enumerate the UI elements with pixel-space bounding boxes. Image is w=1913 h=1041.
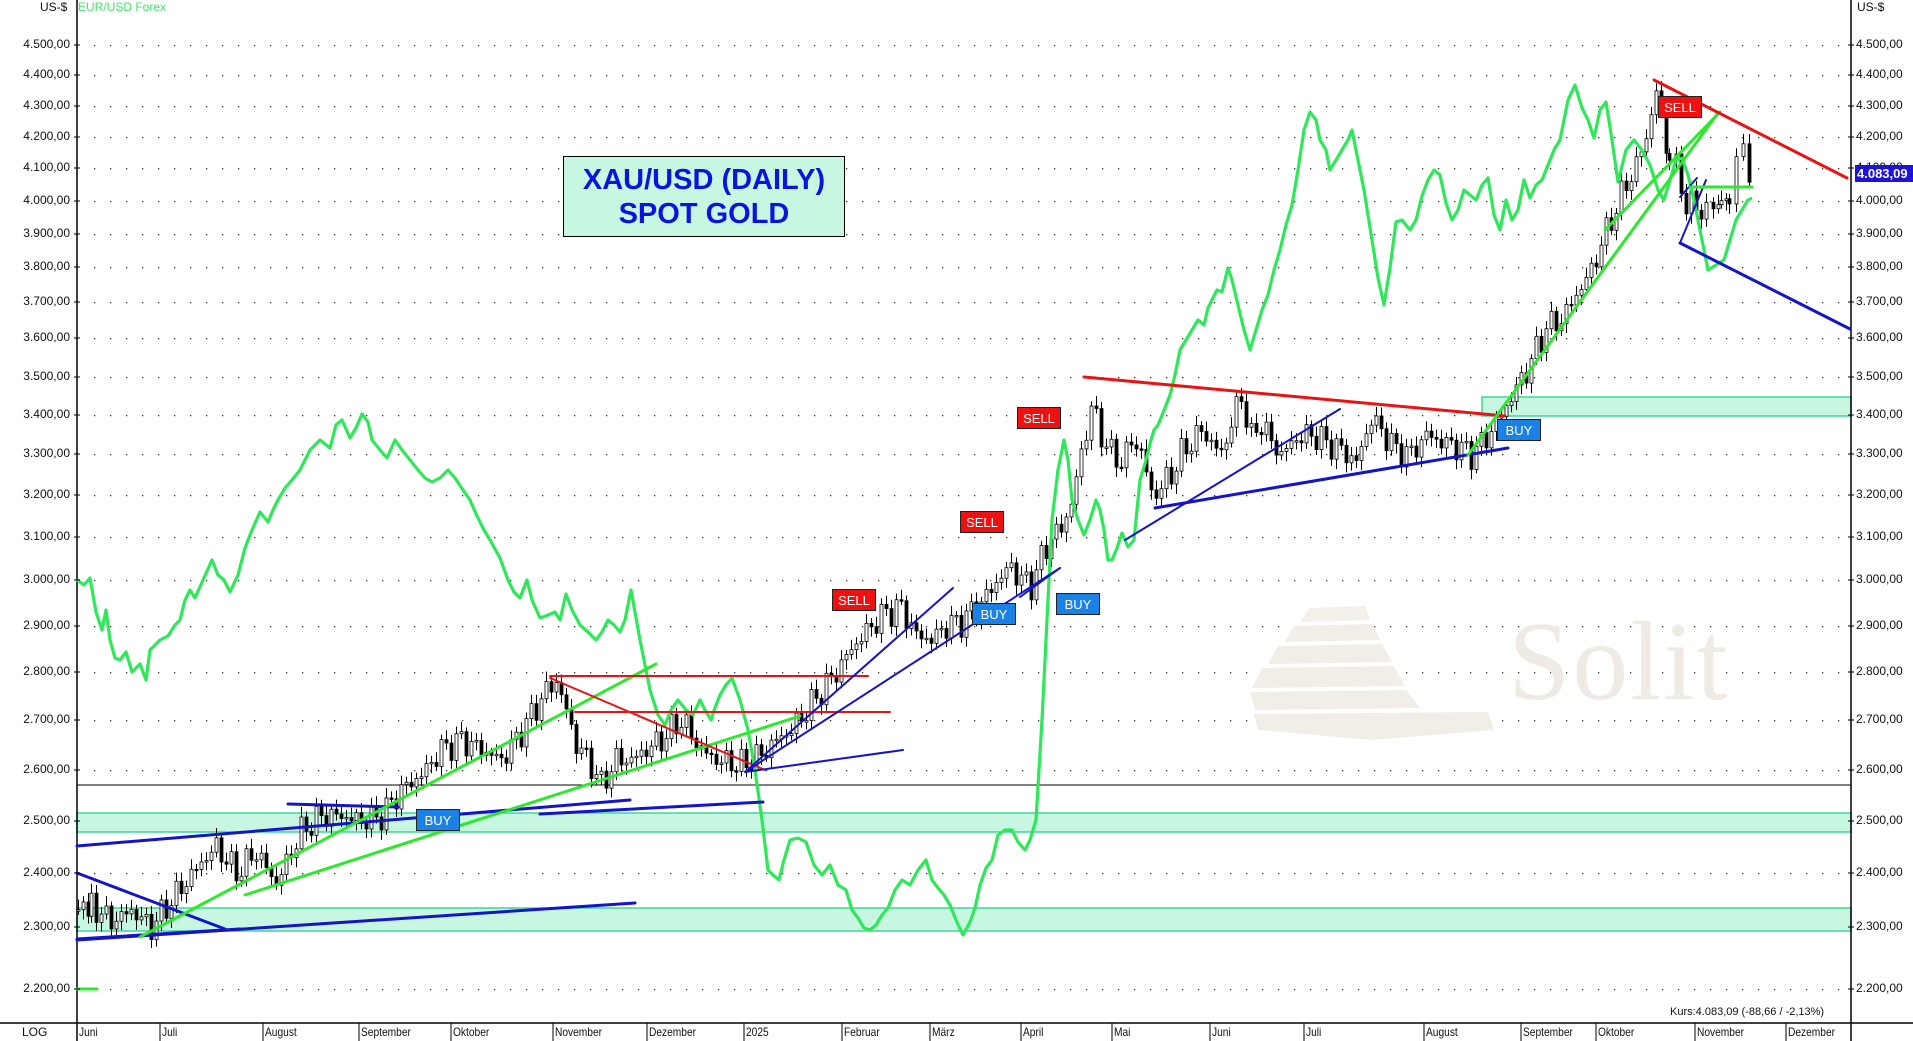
y-tick-left: 4.100,00 <box>23 160 70 174</box>
y-tick-left: 2.800,00 <box>23 664 70 678</box>
solit-logo-watermark <box>1250 606 1494 740</box>
x-tick-month: Oktober <box>1598 1025 1635 1039</box>
log-scale-toggle[interactable]: LOG <box>22 1025 48 1039</box>
y-tick-left: 3.500,00 <box>23 369 70 383</box>
y-tick-left: 3.200,00 <box>23 487 70 501</box>
y-tick-right: 3.900,00 <box>1856 226 1903 240</box>
y-tick-right: 3.600,00 <box>1856 330 1903 344</box>
x-tick-month: Oktober <box>453 1025 490 1039</box>
y-tick-right: 2.800,00 <box>1856 664 1903 678</box>
y-tick-left: 2.300,00 <box>23 919 70 933</box>
y-tick-right: 4.300,00 <box>1856 98 1903 112</box>
x-tick-month: Juli <box>162 1025 178 1039</box>
y-tick-left: 2.700,00 <box>23 712 70 726</box>
y-tick-left: 2.400,00 <box>23 865 70 879</box>
y-tick-left: 2.600,00 <box>23 762 70 776</box>
y-tick-left: 4.000,00 <box>23 193 70 207</box>
y-tick-right: 3.800,00 <box>1856 259 1903 273</box>
y-tick-right: 3.700,00 <box>1856 294 1903 308</box>
chart-title-box: XAU/USD (DAILY) SPOT GOLD <box>563 156 845 237</box>
x-tick-month: September <box>361 1025 411 1039</box>
y-tick-left: 2.500,00 <box>23 813 70 827</box>
y-tick-left: 2.200,00 <box>23 981 70 995</box>
y-tick-right: 3.300,00 <box>1856 446 1903 460</box>
sell-signal-label: SELL <box>1017 407 1061 429</box>
y-tick-right: 3.000,00 <box>1856 572 1903 586</box>
y-tick-right: 3.100,00 <box>1856 529 1903 543</box>
x-tick-month: Dezember <box>1788 1025 1836 1039</box>
x-tick-month: September <box>1523 1025 1573 1039</box>
current-price-tag: 4.083,09 <box>1855 165 1913 182</box>
buy-signal-label: BUY <box>972 603 1016 625</box>
y-tick-left: 4.400,00 <box>23 67 70 81</box>
y-tick-right: 2.500,00 <box>1856 813 1903 827</box>
y-tick-left: 3.700,00 <box>23 294 70 308</box>
y-tick-right: 4.500,00 <box>1856 37 1903 51</box>
trendlines <box>75 78 1852 991</box>
x-tick-month: März <box>932 1025 955 1039</box>
y-tick-right: 3.400,00 <box>1856 407 1903 421</box>
sell-signal-label: SELL <box>1658 96 1702 118</box>
buy-signal-label: BUY <box>1497 419 1541 441</box>
x-tick-month: November <box>1697 1025 1745 1039</box>
y-tick-right: 2.400,00 <box>1856 865 1903 879</box>
y-tick-right: 2.300,00 <box>1856 919 1903 933</box>
y-tick-left: 4.300,00 <box>23 98 70 112</box>
sell-signal-label: SELL <box>960 511 1004 533</box>
gold-price-series <box>76 81 1752 948</box>
x-tick-month: Dezember <box>649 1025 697 1039</box>
y-tick-left: 3.900,00 <box>23 226 70 240</box>
left-unit-label: US-$ <box>40 0 68 14</box>
x-tick-month: Februar <box>844 1025 880 1039</box>
y-tick-left: 4.500,00 <box>23 37 70 51</box>
month-ticks <box>74 44 1854 1041</box>
x-tick-month: Juni <box>79 1025 98 1039</box>
y-tick-left: 3.100,00 <box>23 529 70 543</box>
y-tick-right: 2.200,00 <box>1856 981 1903 995</box>
y-tick-right: 3.200,00 <box>1856 487 1903 501</box>
y-tick-left: 3.300,00 <box>23 446 70 460</box>
y-tick-left: 2.900,00 <box>23 618 70 632</box>
buy-signal-label: BUY <box>1056 593 1100 615</box>
eurusd-legend: EUR/USD Forex <box>78 0 167 14</box>
sell-signal-label: SELL <box>832 589 876 611</box>
x-tick-month: Juli <box>1306 1025 1322 1039</box>
y-tick-left: 3.800,00 <box>23 259 70 273</box>
x-tick-month: Mai <box>1114 1025 1131 1039</box>
kurs-status: Kurs:4.083,09 (-88,66 / -2,13%) <box>1670 1006 1825 1018</box>
y-tick-right: 2.700,00 <box>1856 712 1903 726</box>
y-tick-right: 3.500,00 <box>1856 369 1903 383</box>
y-tick-left: 4.200,00 <box>23 129 70 143</box>
title-line-1: XAU/USD (DAILY) <box>582 164 826 196</box>
y-tick-right: 2.600,00 <box>1856 762 1903 776</box>
x-tick-month: Juni <box>1212 1025 1231 1039</box>
title-line-2: SPOT GOLD <box>618 198 790 230</box>
buy-signal-label: BUY <box>416 809 460 831</box>
y-tick-left: 3.000,00 <box>23 572 70 586</box>
x-tick-month: August <box>1426 1025 1458 1039</box>
x-tick-month: 2025 <box>746 1025 769 1039</box>
y-tick-right: 2.900,00 <box>1856 618 1903 632</box>
y-tick-right: 4.200,00 <box>1856 129 1903 143</box>
eurusd-line <box>76 83 1753 937</box>
right-unit-label: US-$ <box>1857 0 1885 14</box>
y-tick-left: 3.400,00 <box>23 407 70 421</box>
watermark-text: Solit <box>1508 600 1730 724</box>
y-tick-right: 4.400,00 <box>1856 67 1903 81</box>
x-tick-month: August <box>265 1025 297 1039</box>
x-tick-month: November <box>555 1025 603 1039</box>
x-tick-month: April <box>1023 1025 1044 1039</box>
y-tick-right: 4.000,00 <box>1856 193 1903 207</box>
grid-dots <box>94 45 1840 991</box>
y-tick-left: 3.600,00 <box>23 330 70 344</box>
